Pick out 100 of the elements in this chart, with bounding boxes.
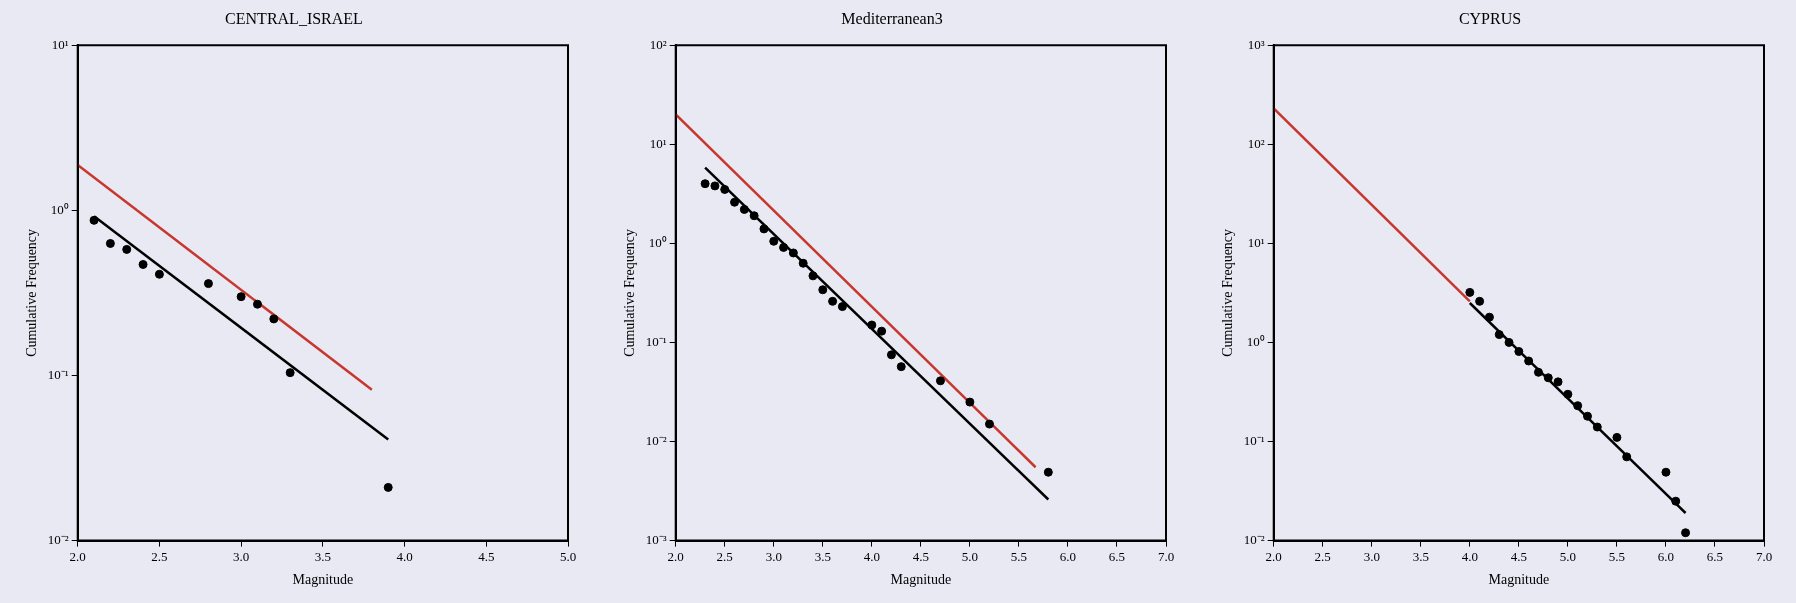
point <box>779 242 789 252</box>
y-tick-label: 10⁰ <box>648 234 667 250</box>
y-tick-label: 10⁻² <box>47 532 69 548</box>
point <box>828 296 838 306</box>
y-tick-label: 10¹ <box>51 36 69 52</box>
point <box>808 271 818 281</box>
y-axis-title: Cumulative Frequency <box>1220 228 1236 357</box>
x-tick-label: 4.5 <box>478 548 495 564</box>
y-tick-label: 10⁻³ <box>645 532 667 548</box>
x-tick-label: 4.0 <box>1461 548 1478 564</box>
x-tick-label: 3.0 <box>765 548 782 564</box>
point <box>236 292 246 302</box>
point <box>769 236 779 246</box>
x-tick-label: 5.0 <box>1559 548 1576 564</box>
x-tick-label: 6.0 <box>1059 548 1077 564</box>
point <box>788 248 798 258</box>
y-tick-label: 10⁰ <box>1246 333 1265 349</box>
x-axis-title: Magnitude <box>1488 572 1550 588</box>
x-tick-label: 6.5 <box>1706 548 1724 564</box>
x-tick-label: 4.5 <box>912 548 929 564</box>
point <box>105 238 115 248</box>
x-tick-label: 7.0 <box>1157 548 1175 564</box>
x-tick-label: 2.0 <box>69 548 86 564</box>
point <box>1563 389 1573 399</box>
y-tick-label: 10⁻¹ <box>645 333 667 349</box>
point <box>798 258 808 268</box>
x-tick-label: 2.5 <box>151 548 168 564</box>
x-tick-label: 2.0 <box>667 548 684 564</box>
point <box>965 397 975 407</box>
point <box>252 299 262 309</box>
point <box>720 184 730 194</box>
x-tick-label: 4.0 <box>396 548 413 564</box>
y-tick-label: 10³ <box>1247 36 1265 52</box>
point <box>1465 287 1475 297</box>
point <box>154 269 164 279</box>
point <box>739 204 749 214</box>
x-tick-label: 5.0 <box>559 548 577 564</box>
x-tick-label: 2.0 <box>1265 548 1282 564</box>
y-tick-label: 10⁻¹ <box>1243 432 1265 448</box>
point <box>886 350 896 360</box>
x-tick-label: 3.5 <box>314 548 331 564</box>
y-tick-label: 10² <box>1247 135 1265 151</box>
x-tick-label: 4.5 <box>1510 548 1527 564</box>
x-tick-label: 5.5 <box>1608 548 1626 564</box>
x-axis-title: Magnitude <box>292 572 354 588</box>
point <box>818 285 828 295</box>
x-tick-label: 4.0 <box>863 548 880 564</box>
point <box>1504 337 1514 347</box>
point <box>877 326 887 336</box>
point <box>1533 367 1543 377</box>
x-tick-label: 2.5 <box>716 548 733 564</box>
y-axis-title: Cumulative Frequency <box>622 228 638 357</box>
point <box>984 419 994 429</box>
x-axis-title: Magnitude <box>890 572 952 588</box>
point <box>1484 312 1494 322</box>
point <box>1592 422 1602 432</box>
y-tick-label: 10⁻² <box>1243 532 1265 548</box>
y-tick-label: 10⁻¹ <box>47 366 69 382</box>
point <box>700 179 710 189</box>
point <box>122 244 132 254</box>
point <box>710 181 720 191</box>
point <box>749 211 759 221</box>
point <box>867 320 877 330</box>
point <box>285 368 295 378</box>
y-axis-title: Cumulative Frequency <box>24 228 40 357</box>
point <box>896 362 906 372</box>
point <box>203 279 213 289</box>
y-tick-label: 10¹ <box>1247 234 1265 250</box>
point <box>138 259 148 269</box>
point <box>1661 467 1671 477</box>
point <box>1573 401 1583 411</box>
point <box>1514 347 1524 357</box>
x-tick-label: 5.0 <box>961 548 978 564</box>
y-tick-label: 10⁰ <box>50 201 69 217</box>
x-tick-label: 3.5 <box>814 548 831 564</box>
x-tick-label: 3.0 <box>1363 548 1380 564</box>
point <box>1543 373 1553 383</box>
point <box>89 215 99 225</box>
point <box>1671 496 1681 506</box>
chart-title: CYPRUS <box>1458 9 1522 27</box>
x-tick-label: 3.0 <box>233 548 250 564</box>
y-tick-label: 10⁻² <box>645 432 667 448</box>
point <box>1582 411 1592 421</box>
point <box>383 482 393 492</box>
y-tick-label: 10¹ <box>649 135 667 151</box>
x-tick-label: 6.0 <box>1657 548 1675 564</box>
x-tick-label: 6.5 <box>1108 548 1126 564</box>
x-tick-label: 2.5 <box>1314 548 1331 564</box>
point <box>730 197 740 207</box>
point <box>1043 467 1053 477</box>
point <box>1681 528 1691 538</box>
chart-title: CENTRAL_ISRAEL <box>225 9 363 27</box>
point <box>269 314 279 324</box>
point <box>1524 356 1534 366</box>
x-tick-label: 7.0 <box>1755 548 1773 564</box>
point <box>1553 377 1563 387</box>
point <box>1494 330 1504 340</box>
x-tick-label: 5.5 <box>1010 548 1028 564</box>
point <box>1612 432 1622 442</box>
point <box>837 302 847 312</box>
